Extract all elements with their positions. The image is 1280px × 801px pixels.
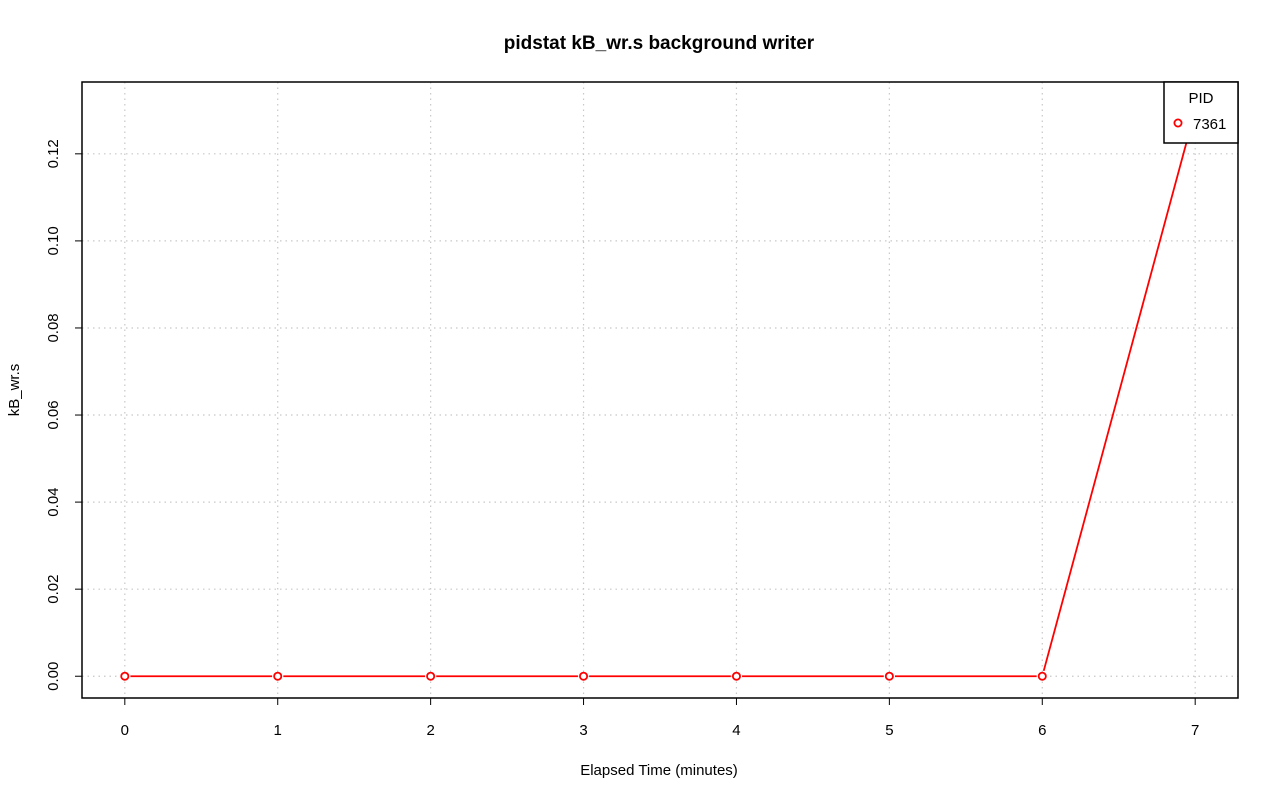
y-tick-label: 0.06 (45, 400, 62, 429)
x-tick-label: 7 (1191, 722, 1199, 739)
y-axis-label: kB_wr.s (6, 364, 23, 417)
y-tick-label: 0.00 (45, 662, 62, 691)
data-point (579, 671, 589, 681)
legend-marker (1173, 118, 1183, 128)
x-tick-label: 6 (1038, 722, 1046, 739)
series-line-segment (1042, 115, 1195, 672)
plot-frame (81, 81, 1239, 699)
y-tick-label: 0.10 (45, 226, 62, 255)
data-point (273, 671, 283, 681)
x-tick-label: 5 (885, 722, 893, 739)
legend-title: PID (1188, 90, 1213, 107)
x-tick-label: 1 (274, 722, 282, 739)
legend-box (1163, 81, 1239, 144)
data-point (1037, 671, 1047, 681)
y-tick-label: 0.12 (45, 139, 62, 168)
data-point (884, 671, 894, 681)
data-point (426, 671, 436, 681)
x-tick-label: 4 (732, 722, 740, 739)
y-axis: 0.00 0.02 0.04 0.06 0.08 0.10 0.12 (45, 139, 82, 691)
x-tick-label: 2 (426, 722, 434, 739)
data-point (120, 671, 130, 681)
chart-title: pidstat kB_wr.s background writer (504, 33, 815, 54)
legend: PID 7361 (1163, 81, 1239, 144)
legend-entry-label: 7361 (1193, 116, 1226, 133)
x-axis-label: Elapsed Time (minutes) (580, 762, 738, 779)
y-tick-label: 0.04 (45, 487, 62, 516)
y-tick-label: 0.08 (45, 313, 62, 342)
data-point (731, 671, 741, 681)
x-tick-label: 0 (121, 722, 129, 739)
x-tick-label: 3 (579, 722, 587, 739)
y-tick-label: 0.02 (45, 575, 62, 604)
x-axis: 0 1 2 3 4 5 6 7 (121, 698, 1199, 739)
grid (82, 82, 1238, 698)
